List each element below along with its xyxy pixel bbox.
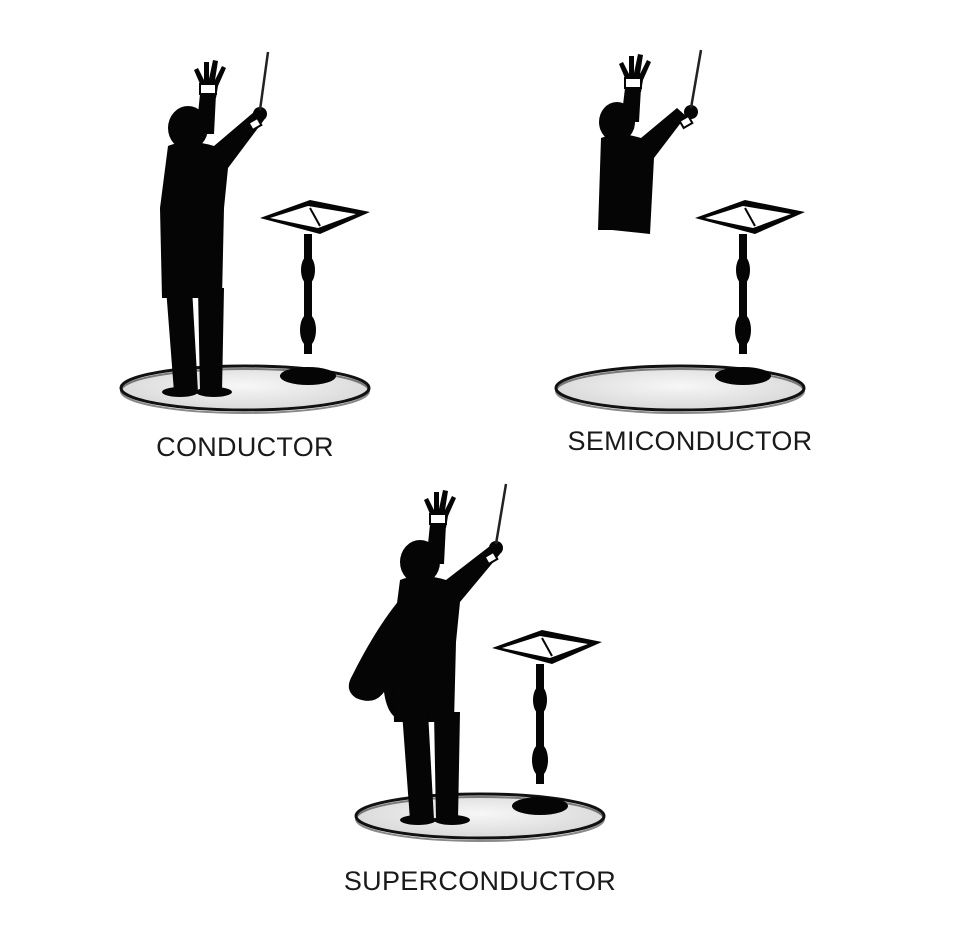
panel-conductor: CONDUCTOR — [110, 40, 390, 480]
caption-conductor: CONDUCTOR — [156, 432, 334, 462]
music-stand — [695, 200, 805, 385]
music-stand — [260, 200, 370, 385]
music-stand — [492, 630, 602, 815]
panel-semiconductor: SEMICONDUCTOR — [545, 40, 845, 480]
platform-disc — [354, 792, 606, 842]
superconductor-silhouette — [392, 483, 508, 825]
panel-superconductor: SUPERCONDUCTOR — [320, 476, 640, 916]
half-conductor-silhouette — [598, 49, 703, 234]
conductor-silhouette — [160, 51, 270, 397]
caption-semiconductor: SEMICONDUCTOR — [567, 426, 813, 456]
caption-superconductor: SUPERCONDUCTOR — [343, 866, 617, 896]
